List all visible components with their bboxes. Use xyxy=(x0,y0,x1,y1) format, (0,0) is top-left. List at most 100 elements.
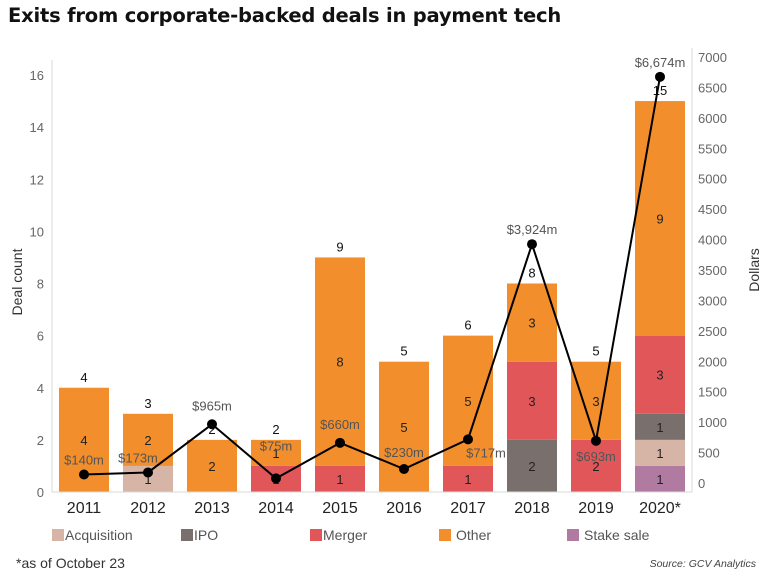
bar-segment-label: 4 xyxy=(80,433,87,448)
bar-segment-merger xyxy=(443,465,493,492)
bar-segment-label: 1 xyxy=(144,472,151,487)
left-axis: 0 2 4 6 8 10 12 14 16 xyxy=(30,60,53,500)
x-tick-label: 2011 xyxy=(67,500,102,517)
legend-item-merger: Merger xyxy=(310,527,367,543)
x-tick-label: 2018 xyxy=(514,500,550,517)
dollars-point xyxy=(79,469,89,480)
x-tick-label: 2014 xyxy=(258,500,294,517)
x-tick-label: 2012 xyxy=(130,500,166,517)
bar-segment-label: 3 xyxy=(656,368,663,383)
legend-label-acquisition: Acquisition xyxy=(65,527,133,543)
legend-item-other: Other xyxy=(439,527,491,543)
bar-segment-label: 1 xyxy=(336,472,343,487)
dollars-point xyxy=(399,464,409,475)
legend-label-merger: Merger xyxy=(323,527,368,543)
legend-item-acquisition: Acquisition xyxy=(52,527,133,543)
bar-total-label: 2 xyxy=(272,422,279,437)
footnote: *as of October 23 xyxy=(16,555,125,571)
dollars-line-path xyxy=(83,76,661,480)
bar-total-label: 9 xyxy=(336,239,343,254)
bar-segment-merger xyxy=(635,335,685,414)
x-tick-label: 2019 xyxy=(578,500,614,517)
y-tick-label-right: 3500 xyxy=(698,263,727,278)
legend-label-other: Other xyxy=(456,527,492,543)
x-tick-label: 2013 xyxy=(194,500,230,517)
dollars-point-label: $6,674m xyxy=(635,55,686,70)
bar-segment-other xyxy=(635,101,685,336)
y-tick-label-left: 14 xyxy=(30,120,44,135)
dollars-line: $140m $173m $965m $75m $660m $230m $717m $3,924… xyxy=(64,55,685,484)
dollars-point xyxy=(271,473,281,484)
bar-total-label: 8 xyxy=(528,266,535,281)
bar-segment-label: 1 xyxy=(656,472,663,487)
y-tick-label-right: 4500 xyxy=(698,202,727,217)
x-axis-labels: 2011 2012 2013 2014 2015 2016 2017 2018 2019 2020… xyxy=(52,491,692,517)
bar-segment-label: 5 xyxy=(400,420,407,435)
bar-segment-label: 3 xyxy=(528,316,535,331)
bar-segment-other xyxy=(123,413,173,466)
bar-segment-acquisition xyxy=(635,439,685,466)
bar-segment-label: 9 xyxy=(656,211,663,226)
bar-segment-merger xyxy=(507,361,557,440)
legend-label-stake-sale: Stake sale xyxy=(584,527,650,543)
dollars-point-label: $693m xyxy=(576,449,616,464)
bar-total-label: 4 xyxy=(80,370,87,385)
bar-segment-label: 3 xyxy=(528,394,535,409)
y-tick-label-left: 10 xyxy=(30,224,44,239)
y-tick-label-left: 8 xyxy=(37,277,44,292)
y-axis-label-right: Dollars xyxy=(746,248,762,292)
dollars-point xyxy=(335,437,345,448)
y-tick-label-right: 7000 xyxy=(698,50,727,65)
bar-total-label: 3 xyxy=(144,396,151,411)
y-tick-label-right: 2000 xyxy=(698,354,727,369)
y-tick-label-right: 0 xyxy=(698,476,705,491)
dollars-point xyxy=(143,467,153,478)
dollars-point xyxy=(207,419,217,430)
dollars-point-label: $173m xyxy=(118,450,158,465)
bar-segment-other xyxy=(571,361,621,440)
y-tick-label-left: 16 xyxy=(30,68,44,83)
x-tick-label: 2015 xyxy=(322,500,358,517)
x-tick-label: 2016 xyxy=(386,500,422,517)
y-tick-label-left: 2 xyxy=(37,433,44,448)
bar-total-label: 5 xyxy=(400,344,407,359)
y-tick-label-right: 5500 xyxy=(698,141,727,156)
dollars-point-label: $965m xyxy=(192,398,232,413)
y-tick-label-right: 6000 xyxy=(698,111,727,126)
chart-title: Exits from corporate-backed deals in pay… xyxy=(8,4,562,27)
bar-segment-ipo xyxy=(635,413,685,440)
dollars-point-label: $660m xyxy=(320,417,360,432)
bar-segment-merger xyxy=(315,465,365,492)
dollars-point-label: $230m xyxy=(384,445,424,460)
bars: 44123221121895515623382351113915 xyxy=(59,83,685,492)
bar-segment-label: 1 xyxy=(656,420,663,435)
legend: Acquisition IPO Merger Other Stake sale xyxy=(0,527,768,547)
legend-swatch-other xyxy=(439,529,451,541)
right-axis: 0 500 1000 1500 2000 2500 3000 3500 4000 4500 5000… xyxy=(691,48,727,492)
y-tick-label-left: 6 xyxy=(37,329,44,344)
source-note: Source: GCV Analytics xyxy=(649,558,756,570)
legend-swatch-acquisition xyxy=(52,529,64,541)
dollars-point xyxy=(591,435,601,446)
bar-total-label: 2 xyxy=(208,422,215,437)
y-tick-label-right: 3000 xyxy=(698,293,727,308)
bar-segment-label: 2 xyxy=(208,459,215,474)
y-tick-label-right: 1000 xyxy=(698,415,727,430)
bar-segment-stake-sale xyxy=(635,465,685,492)
bar-segment-ipo xyxy=(507,439,557,492)
y-tick-label-right: 2500 xyxy=(698,324,727,339)
legend-item-ipo: IPO xyxy=(181,527,218,543)
y-tick-label-left: 0 xyxy=(37,485,44,500)
bar-segment-label: 8 xyxy=(336,355,343,370)
legend-label-ipo: IPO xyxy=(194,527,219,543)
bar-total-label: 15 xyxy=(653,83,667,98)
bar-segment-label: 2 xyxy=(144,433,151,448)
bar-segment-other xyxy=(187,439,237,492)
bar-total-label: 5 xyxy=(592,344,599,359)
y-tick-label-right: 1500 xyxy=(698,385,727,400)
bar-segment-other xyxy=(251,439,301,466)
dollars-point-label: $140m xyxy=(64,452,104,467)
y-tick-label-left: 4 xyxy=(37,381,44,396)
bar-segment-label: 2 xyxy=(528,459,535,474)
x-tick-label: 2020* xyxy=(639,500,681,517)
